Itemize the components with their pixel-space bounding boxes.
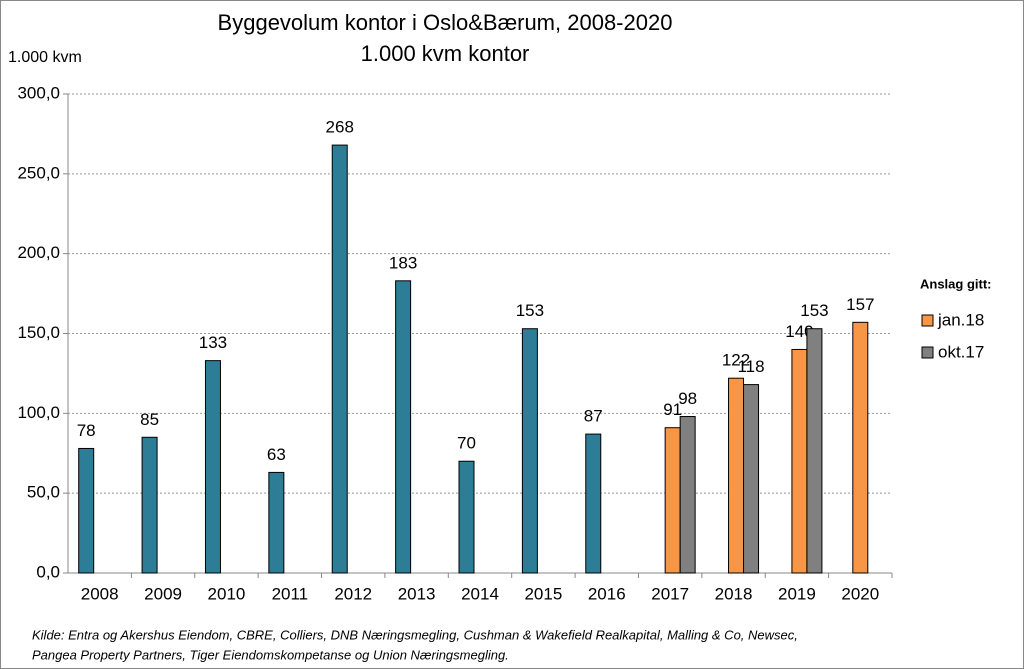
bar	[204, 360, 221, 574]
y-tick-label: 250,0	[17, 163, 60, 182]
legend-title: Anslag gitt:	[920, 276, 992, 291]
value-label: 153	[516, 301, 544, 320]
value-label: 78	[77, 421, 96, 440]
x-tick-label: 2012	[334, 584, 372, 603]
legend-label: jan.18	[937, 310, 984, 329]
value-label: 85	[140, 410, 159, 429]
value-label: 157	[846, 295, 874, 314]
value-label: 133	[199, 333, 227, 352]
y-tick-label: 0,0	[36, 562, 60, 581]
y-tick-label: 100,0	[17, 403, 60, 422]
x-tick-label: 2011	[272, 584, 309, 603]
value-label: 183	[389, 253, 417, 272]
bar	[743, 384, 760, 574]
x-tick-label: 2013	[398, 584, 436, 603]
bar	[806, 328, 823, 574]
bar	[585, 433, 602, 574]
bar	[141, 436, 158, 574]
bar	[852, 321, 869, 574]
x-tick-label: 2008	[81, 584, 119, 603]
x-tick-label: 2020	[841, 584, 879, 603]
y-tick-label: 150,0	[17, 323, 60, 342]
chart-title: Byggevolum kontor i Oslo&Bærum, 2008-202…	[218, 10, 673, 35]
bar	[268, 471, 285, 574]
value-label: 63	[267, 445, 286, 464]
bar	[521, 328, 538, 574]
value-label: 268	[326, 118, 354, 137]
bar	[395, 280, 412, 574]
value-label: 91	[663, 400, 682, 419]
bar	[791, 348, 808, 574]
x-tick-label: 2015	[524, 584, 562, 603]
x-tick-label: 2019	[778, 584, 816, 603]
value-label: 153	[800, 301, 828, 320]
x-tick-label: 2010	[208, 584, 246, 603]
bar	[78, 447, 95, 574]
bar	[728, 377, 745, 574]
y-tick-label: 50,0	[27, 483, 60, 502]
legend-label: okt.17	[938, 342, 984, 361]
value-label: 87	[584, 407, 603, 426]
value-label: 98	[678, 389, 697, 408]
x-tick-label: 2017	[651, 584, 689, 603]
bar	[679, 416, 696, 574]
y-tick-label: 300,0	[17, 83, 60, 102]
chart-subtitle: 1.000 kvm kontor	[361, 41, 530, 66]
x-tick-label: 2014	[461, 584, 499, 603]
legend-swatch	[921, 346, 934, 359]
source-note: Pangea Property Partners, Tiger Eiendoms…	[32, 647, 509, 662]
legend-swatch	[921, 314, 934, 327]
bar	[458, 460, 475, 574]
y-tick-label: 200,0	[17, 243, 60, 262]
bar	[664, 427, 681, 574]
value-label: 70	[457, 434, 476, 453]
bar	[331, 144, 348, 574]
value-label: 122	[722, 351, 750, 370]
source-note: Kilde: Entra og Akershus Eiendom, CBRE, …	[32, 627, 798, 642]
x-tick-label: 2018	[715, 584, 753, 603]
x-tick-label: 2016	[588, 584, 626, 603]
x-tick-label: 2009	[144, 584, 182, 603]
value-label: 118	[737, 357, 764, 376]
y-axis-label: 1.000 kvm	[8, 49, 82, 66]
